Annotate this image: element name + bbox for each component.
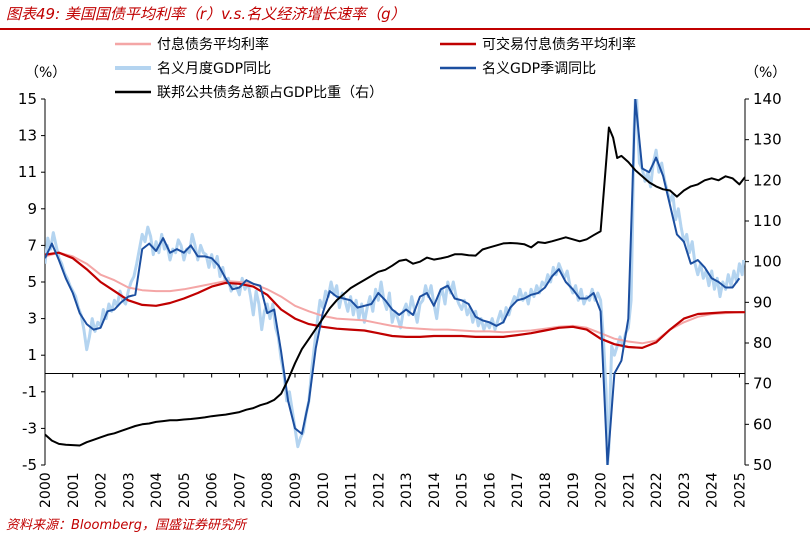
right-tick-label: 60 (753, 415, 772, 433)
left-unit-label: （%） (25, 65, 66, 81)
chart-title: 图表49: 美国国债平均利率（r）v.s.名义经济增长速率（g） (6, 5, 406, 23)
x-tick-label: 2007 (232, 472, 248, 508)
left-tick-label: -5 (22, 456, 37, 474)
left-tick-label: -1 (22, 383, 37, 401)
x-tick-label: 2006 (205, 472, 221, 508)
x-tick-label: 2024 (705, 472, 721, 508)
right-tick-label: 80 (753, 334, 772, 352)
x-tick-label: 2020 (594, 472, 610, 508)
right-tick-label: 110 (753, 212, 782, 230)
right-tick-label: 100 (753, 253, 782, 271)
legend-label-monthly_gdp: 名义月度GDP同比 (157, 61, 271, 77)
right-unit-label: （%） (745, 65, 786, 81)
axis-labels: 15 13 11 9 7 5 3 1 -1 -3 -5 140 130 120 110 100 90 80 70 60… (18, 65, 786, 508)
source-note: 资料来源：Bloomberg，国盛证券研究所 (6, 518, 246, 533)
right-tick-label: 130 (753, 131, 782, 149)
legend-label-debt_ratio: 联邦公共债务总额占GDP比重（右） (157, 85, 383, 101)
x-tick-label: 2003 (121, 472, 137, 508)
legend-label-tradable_rate: 可交易付息债务平均利率 (482, 36, 636, 53)
x-tick-label: 2004 (149, 472, 165, 508)
left-tick-label: 5 (27, 273, 37, 291)
x-tick-label: 2019 (566, 472, 582, 508)
series-line-quarterly_gdp (45, 99, 741, 465)
axes-layer (41, 98, 749, 466)
x-tick-label: 2017 (510, 472, 526, 508)
x-tick-label: 2025 (732, 472, 748, 508)
x-tick-label: 2011 (344, 472, 360, 508)
left-tick-label: 7 (27, 236, 37, 254)
title-divider (0, 28, 810, 30)
right-tick-label: 70 (753, 375, 772, 393)
x-tick-label: 2008 (260, 472, 276, 508)
left-tick-label: -3 (22, 419, 37, 437)
x-tick-label: 2000 (38, 472, 54, 508)
legend-label-avg_rate: 付息债务平均利率 (157, 36, 269, 53)
x-tick-label: 2016 (482, 472, 498, 508)
x-tick-label: 2023 (677, 472, 693, 508)
left-tick-label: 1 (27, 346, 37, 364)
x-tick-label: 2001 (66, 472, 82, 508)
left-tick-label: 9 (27, 200, 37, 218)
series-line-debt_ratio (45, 126, 745, 447)
right-tick-label: 50 (753, 456, 772, 474)
right-tick-label: 140 (753, 90, 782, 108)
series-line-tradable_rate (45, 251, 745, 349)
right-tick-label: 90 (753, 293, 772, 311)
right-tick-label: 120 (753, 171, 782, 189)
left-tick-label: 15 (18, 90, 37, 108)
x-tick-label: 2022 (649, 472, 665, 508)
left-tick-label: 11 (18, 163, 37, 181)
series-layer (45, 99, 745, 465)
legend-label-quarterly_gdp: 名义GDP季调同比 (482, 61, 596, 77)
x-tick-label: 2014 (427, 472, 443, 508)
left-tick-label: 3 (27, 310, 37, 328)
x-tick-label: 2005 (177, 472, 193, 508)
x-tick-label: 2012 (371, 472, 387, 508)
series-line-avg_rate (45, 251, 745, 345)
x-tick-label: 2015 (455, 472, 471, 508)
x-tick-label: 2009 (288, 472, 304, 508)
series-line-monthly_gdp (45, 99, 745, 465)
x-tick-label: 2013 (399, 472, 415, 508)
left-tick-label: 13 (18, 127, 37, 145)
x-tick-label: 2018 (538, 472, 554, 508)
x-tick-label: 2021 (621, 472, 637, 508)
x-tick-label: 2002 (94, 472, 110, 508)
x-tick-label: 2010 (316, 472, 332, 508)
